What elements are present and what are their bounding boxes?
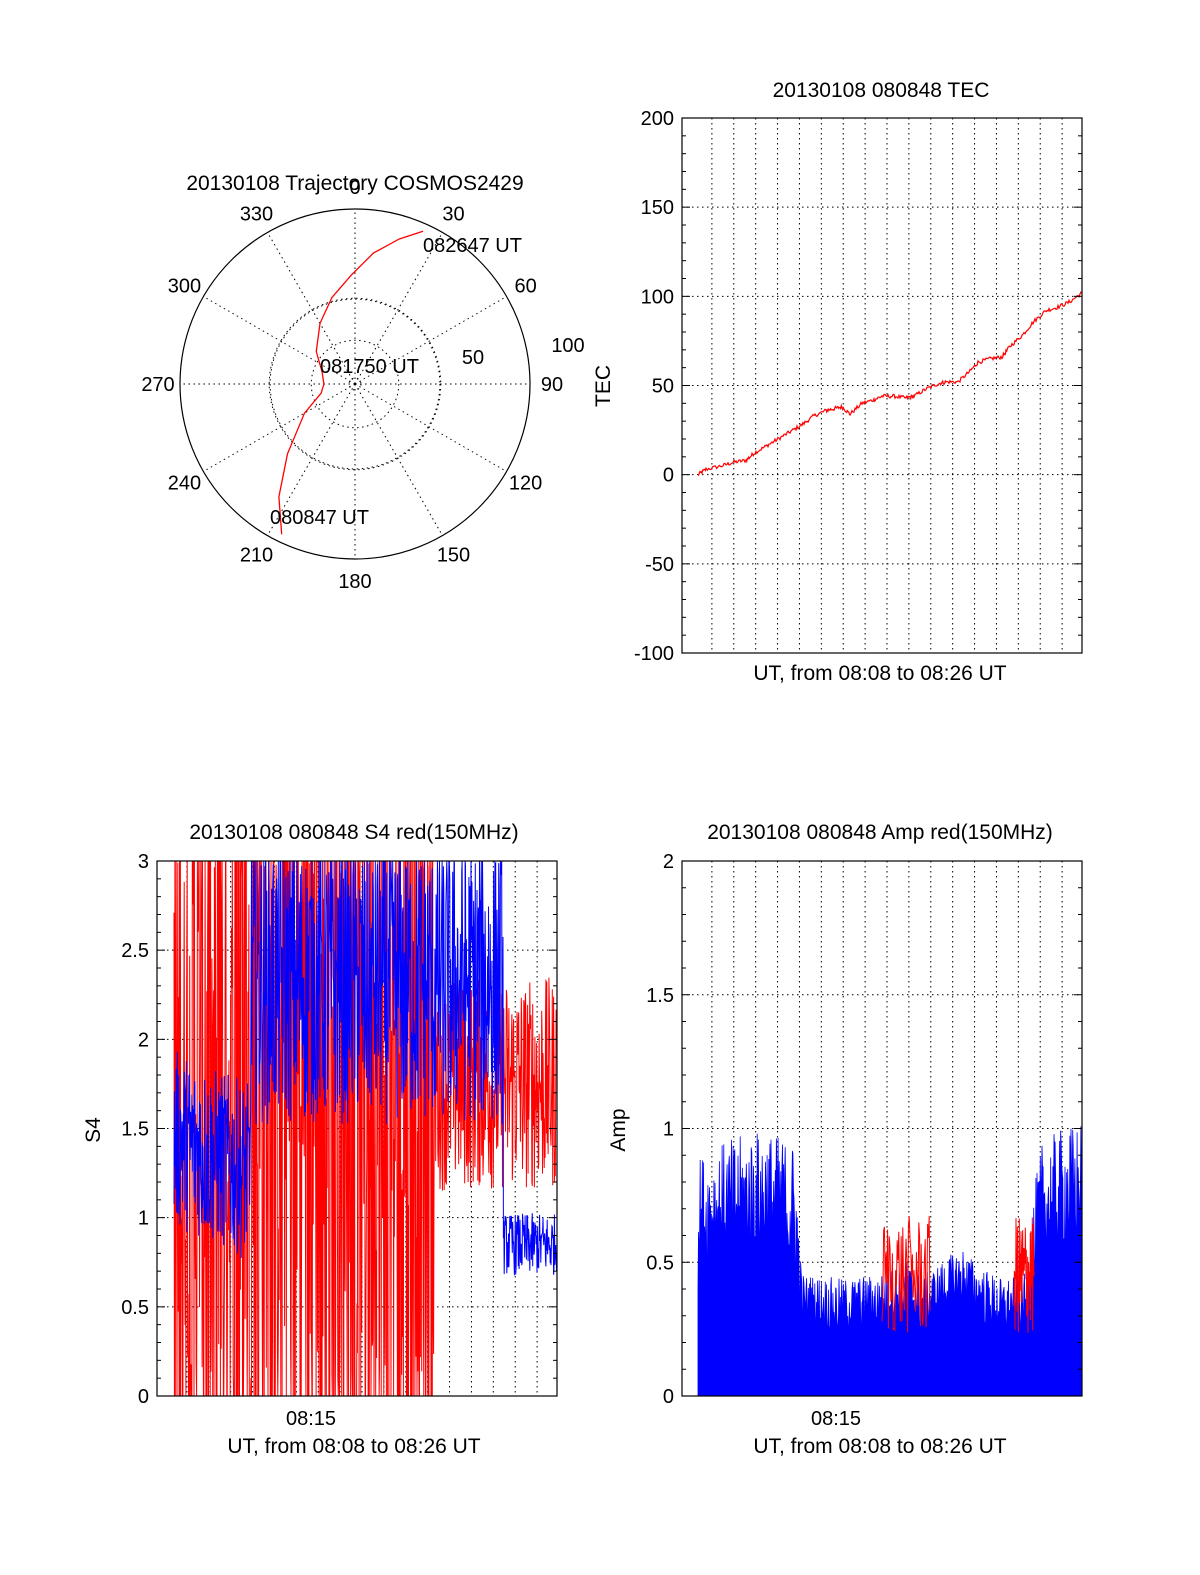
polar-azimuth-label: 180: [338, 571, 371, 593]
polar-time-annotation: 080847 UT: [270, 507, 369, 529]
amp-ytick-label: 2: [663, 851, 674, 873]
polar-azimuth-label: 90: [541, 374, 563, 396]
s4-series: [173, 860, 558, 1397]
polar-ring: [268, 297, 442, 471]
s4-ytick-label: 2.5: [121, 940, 149, 962]
polar-ring: [310, 339, 400, 429]
s4-title: 20130108 080848 S4 red(150MHz): [189, 821, 518, 844]
polar-azimuth-label: 150: [437, 545, 470, 567]
polar-spoke: [203, 383, 356, 472]
trajectory-chart: 20130108 Trajectory COSMOS2429 0 30 60 90 12…: [141, 172, 584, 593]
amp-series: [697, 1126, 1083, 1397]
polar-center-ring: [348, 377, 362, 391]
tec-series: [697, 291, 1083, 477]
tec-xlabel: UT, from 08:08 to 08:26 UT: [753, 662, 1006, 685]
amp-xtick-label: 08:15: [811, 1408, 861, 1430]
tec-ytick-label: 100: [641, 286, 674, 308]
polar-annotations: 082647 UT 081750 UT 080847 UT: [270, 235, 522, 529]
amp-red-line: [1013, 1217, 1035, 1333]
s4-ytick-label: 3: [138, 851, 149, 873]
s4-xtick-label: 08:15: [286, 1408, 336, 1430]
polar-azimuth-label: 60: [514, 276, 536, 298]
polar-radial-label: 100: [551, 335, 584, 357]
polar-trajectory: [278, 230, 424, 535]
amp-title: 20130108 080848 Amp red(150MHz): [707, 821, 1053, 844]
amp-ytick-label: 1: [663, 1119, 674, 1141]
s4-y-ticks: 0 0.5 1 1.5 2 2.5 3: [121, 851, 557, 1408]
amp-y-ticks: 0 0.5 1 1.5 2: [646, 851, 1082, 1408]
polar-azimuth-label: 330: [240, 203, 273, 225]
polar-spoke: [203, 296, 356, 385]
amp-ytick-label: 0.5: [646, 1252, 674, 1274]
amp-ylabel: Amp: [607, 1108, 630, 1151]
trajectory-title: 20130108 Trajectory COSMOS2429: [186, 172, 523, 195]
amp-ytick-label: 0: [663, 1386, 674, 1408]
polar-azimuth-label: 30: [442, 203, 464, 225]
tec-ytick-label: 150: [641, 197, 674, 219]
s4-ytick-label: 1.5: [121, 1119, 149, 1141]
polar-trajectory-line: [278, 230, 424, 535]
tec-ytick-label: 50: [652, 376, 674, 398]
polar-time-annotation: 081750 UT: [320, 356, 419, 378]
tec-grid: [682, 118, 1082, 653]
amp-red-line: [881, 1215, 931, 1333]
polar-azimuth-label: 270: [141, 374, 174, 396]
polar-azimuth-label: 240: [168, 473, 201, 495]
polar-spoke: [354, 383, 507, 472]
tec-ytick-label: -50: [645, 554, 674, 576]
tec-ytick-label: -100: [634, 643, 674, 665]
s4-xlabel: UT, from 08:08 to 08:26 UT: [227, 1435, 480, 1458]
polar-outer-ring: [179, 208, 531, 560]
tec-line: [697, 291, 1083, 477]
tec-ytick-label: 0: [663, 465, 674, 487]
tec-ytick-label: 200: [641, 108, 674, 130]
tec-title: 20130108 080848 TEC: [773, 79, 990, 102]
polar-radial-label: 50: [462, 347, 484, 369]
polar-spoke: [354, 296, 507, 385]
amp-ytick-label: 1.5: [646, 985, 674, 1007]
amp-chart: 20130108 080848 Amp red(150MHz) 0 0.5 1 1.5…: [607, 821, 1083, 1458]
s4-ylabel: S4: [82, 1117, 105, 1143]
tec-chart: 20130108 080848 TEC -100-50050100150200 …: [592, 79, 1083, 685]
polar-spoke: [354, 383, 443, 536]
tec-y-ticks: -100 -50 0 50 100 150 200: [634, 108, 1082, 665]
polar-azimuth-labels: 0 30 60 90 120 150 180 210 240 270 300 330 50 100: [141, 177, 584, 593]
polar-azimuth-label: 120: [509, 473, 542, 495]
polar-azimuth-label: 0: [349, 177, 360, 199]
s4-ytick-label: 0.5: [121, 1297, 149, 1319]
s4-ytick-label: 0: [138, 1386, 149, 1408]
polar-spoke: [267, 232, 356, 385]
polar-grid: [180, 209, 530, 559]
polar-time-annotation: 082647 UT: [423, 235, 522, 257]
polar-azimuth-label: 210: [240, 545, 273, 567]
polar-ring: [269, 298, 441, 470]
amp-xlabel: UT, from 08:08 to 08:26 UT: [753, 1435, 1006, 1458]
s4-chart: 20130108 080848 S4 red(150MHz) 0 0.5 1 1.5 2…: [82, 821, 558, 1458]
s4-blue-line: [173, 860, 558, 1276]
s4-ytick-label: 1: [138, 1208, 149, 1230]
tec-ylabel: TEC: [592, 365, 615, 407]
s4-ytick-label: 2: [138, 1029, 149, 1051]
polar-spoke: [354, 232, 443, 385]
polar-azimuth-label: 300: [168, 276, 201, 298]
polar-spoke: [267, 383, 356, 536]
